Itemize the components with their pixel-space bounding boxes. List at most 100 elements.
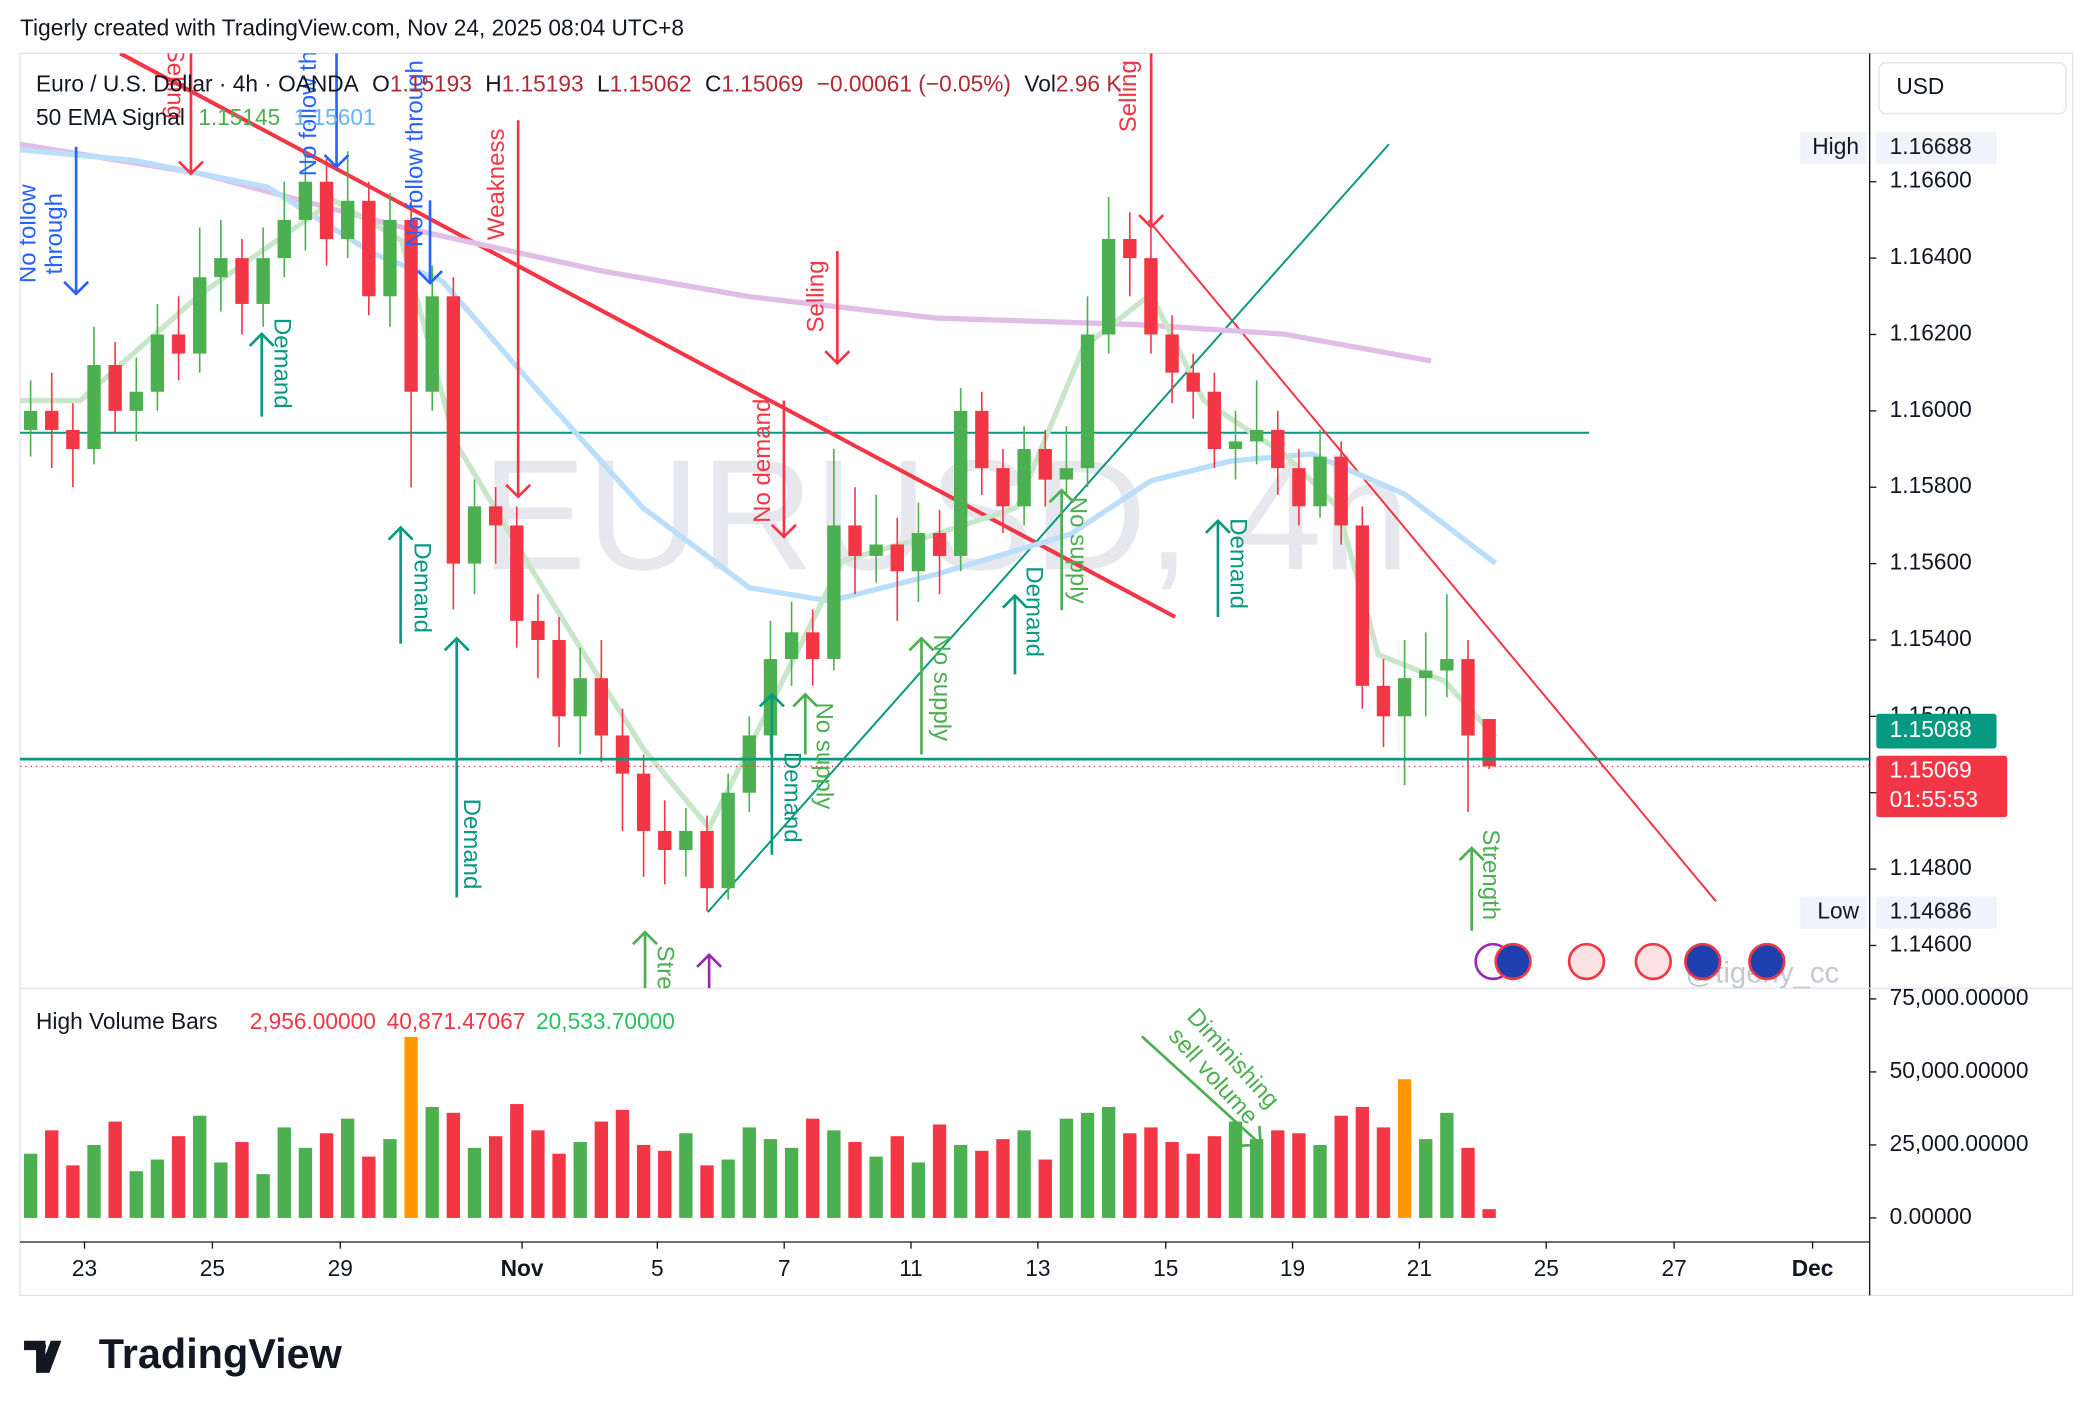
volume-bar — [1101, 1106, 1116, 1218]
volume-bar — [66, 1165, 80, 1218]
volume-bar — [1461, 1147, 1475, 1218]
volume-bar — [298, 1147, 313, 1218]
high-label: High — [1812, 133, 1859, 159]
volume-bar — [214, 1162, 228, 1218]
candle-body — [869, 544, 883, 556]
volume-bar — [488, 1136, 503, 1218]
annotation: No followthrough — [15, 184, 69, 283]
legend-item: Vol — [1024, 70, 1056, 96]
candle-body — [932, 533, 947, 556]
x-tick-label: 23 — [72, 1255, 97, 1281]
legend-item: 1.15193 — [502, 70, 584, 96]
legend-item: H — [485, 70, 501, 96]
candle-body — [848, 525, 862, 556]
annotation: Selling — [1115, 60, 1142, 132]
annotation: Weakness — [483, 128, 510, 240]
annotation: No follow through — [295, 0, 322, 176]
candle-body — [404, 219, 418, 392]
annotation-line: Demand — [778, 752, 805, 843]
x-tick-label: 19 — [1280, 1255, 1305, 1281]
trend-line — [119, 53, 1177, 619]
annotation: Demand — [268, 318, 295, 409]
y-tick-label: 1.16400 — [1890, 243, 1972, 269]
annotation-line: Selling — [1115, 60, 1142, 132]
candle-body — [1080, 334, 1095, 469]
candle-body — [1461, 659, 1475, 736]
candle-body — [425, 296, 439, 392]
candle-body — [784, 632, 799, 660]
x-tick-label: 27 — [1661, 1255, 1686, 1281]
volume-bar — [636, 1144, 651, 1218]
footer-logo: TradingView — [99, 1331, 343, 1377]
candle-body — [700, 830, 714, 889]
candle-body — [1376, 685, 1391, 717]
candle-body — [1397, 678, 1412, 717]
low-value: 1.14686 — [1890, 898, 1972, 924]
arrow-head — [696, 952, 723, 968]
volume-legend-value: 20,533.70000 — [536, 1008, 675, 1034]
volume-title: High Volume Bars — [36, 1008, 218, 1034]
volume-bar — [763, 1139, 778, 1218]
x-tick-label: 29 — [328, 1255, 353, 1281]
candle-body — [446, 296, 461, 564]
volume-bar — [658, 1150, 672, 1218]
volume-bar — [277, 1127, 291, 1218]
volume-bar — [510, 1104, 524, 1218]
arrow-head — [908, 636, 935, 652]
arrow-head — [792, 692, 819, 708]
annotation: No follow through — [402, 60, 429, 247]
volume-bar — [383, 1139, 397, 1218]
legend-item: C — [705, 70, 721, 96]
volume-tick-label: 0.00000 — [1890, 1203, 1972, 1229]
candle-body — [319, 181, 334, 240]
y-tick-label: 1.16000 — [1890, 396, 1972, 422]
countdown: 01:55:53 — [1890, 786, 1978, 812]
x-tick-label: 11 — [899, 1255, 923, 1281]
candle-body — [362, 200, 376, 297]
annotation: Strength — [1477, 829, 1504, 920]
candle-body — [108, 365, 122, 411]
annotation-line: No supply — [810, 702, 837, 809]
annotation-line: Demand — [1020, 566, 1047, 657]
arrow-head — [505, 483, 532, 499]
x-tick-label: 15 — [1153, 1255, 1178, 1281]
candle-body — [1038, 449, 1052, 480]
volume-bar — [700, 1165, 714, 1218]
x-tick-label: Dec — [1792, 1255, 1834, 1281]
volume-bar — [615, 1109, 630, 1218]
y-tick-label: 1.14600 — [1890, 930, 1972, 956]
y-tick-label: 1.14800 — [1890, 854, 1972, 880]
volume-bar — [1397, 1079, 1412, 1218]
candle-body — [1440, 659, 1454, 671]
annotation: No supply — [810, 702, 837, 809]
candle-body — [954, 410, 968, 556]
currency-box[interactable] — [1878, 62, 2067, 115]
candle-body — [1207, 391, 1222, 450]
annotation-line: Selling — [161, 47, 188, 119]
volume-legend-value: 2,956.00000 — [250, 1008, 376, 1034]
candle-body — [615, 735, 630, 774]
volume-bar — [87, 1144, 101, 1218]
volume-bar — [150, 1159, 165, 1218]
candle-body — [256, 258, 270, 304]
legend-item: 1.15062 — [610, 70, 692, 96]
annotation-line: No supply — [928, 634, 955, 741]
y-tick-label: 1.15400 — [1890, 625, 1972, 651]
annotation-line: Demand — [1224, 518, 1251, 609]
volume-bar — [911, 1162, 926, 1218]
watermark: EURUSD, 4h — [481, 427, 1409, 603]
arrow-head — [1001, 593, 1028, 609]
y-tick-label: 1.15800 — [1890, 472, 1972, 498]
volume-bar — [954, 1144, 968, 1218]
candle-body — [1228, 441, 1243, 450]
volume-bar — [235, 1142, 249, 1218]
candle-body — [1271, 429, 1285, 469]
arrow-head — [248, 331, 275, 347]
frame — [19, 52, 2074, 1297]
arrow-head — [1204, 518, 1231, 534]
candle-body — [467, 506, 482, 564]
volume-bar — [827, 1130, 841, 1218]
x-tick-label: 25 — [1534, 1255, 1559, 1281]
legend-item: Euro / U.S. Dollar · 4h · OANDA — [36, 70, 360, 96]
